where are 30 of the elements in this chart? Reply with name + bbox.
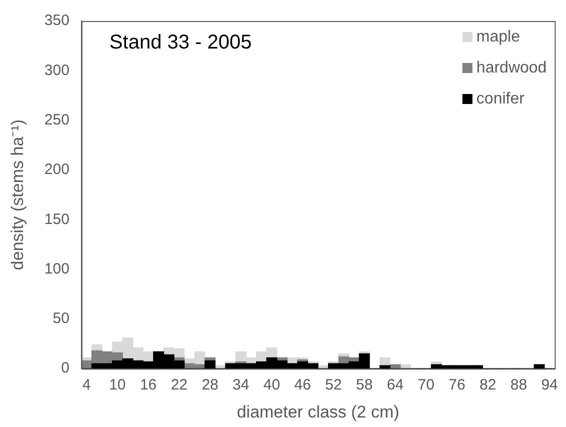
x-tick-label: 52 bbox=[325, 376, 342, 394]
y-tick-label: 300 bbox=[44, 62, 70, 79]
x-tick-label: 76 bbox=[448, 376, 466, 394]
x-tick-label: 16 bbox=[140, 376, 157, 394]
y-axis-title: density (stems ha⁻¹) bbox=[8, 120, 27, 270]
x-tick-label: 40 bbox=[263, 376, 280, 394]
x-tick-label: 10 bbox=[109, 376, 126, 394]
x-tick-label: 28 bbox=[202, 376, 218, 394]
y-tick-label: 50 bbox=[52, 310, 70, 328]
x-tick-label: 88 bbox=[510, 376, 528, 394]
x-tick-label: 34 bbox=[232, 376, 250, 394]
x-axis-title: diameter class (2 cm) bbox=[236, 402, 400, 422]
y-tick-label: 200 bbox=[44, 161, 70, 178]
x-tick-label: 94 bbox=[541, 376, 558, 394]
x-tick-label: 46 bbox=[294, 376, 311, 394]
y-tick-label: 100 bbox=[44, 260, 70, 278]
x-tick-label: 82 bbox=[479, 376, 496, 394]
x-tick-label: 58 bbox=[356, 376, 373, 394]
x-tick-label: 70 bbox=[418, 376, 434, 394]
y-tick-label: 250 bbox=[44, 111, 70, 128]
x-tick-label: 22 bbox=[170, 376, 188, 394]
legend-label: conifer bbox=[476, 90, 526, 108]
y-tick-label: 0 bbox=[61, 360, 70, 377]
y-tick-label: 150 bbox=[44, 210, 70, 228]
y-tick-label: 350 bbox=[44, 12, 70, 30]
text: Stand 33 - 2005 bbox=[109, 32, 252, 54]
legend-label: hardwood bbox=[476, 59, 547, 76]
x-tick-label: 4 bbox=[82, 376, 91, 394]
x-tick-label: 64 bbox=[386, 376, 404, 394]
legend-label: maple bbox=[476, 28, 520, 46]
